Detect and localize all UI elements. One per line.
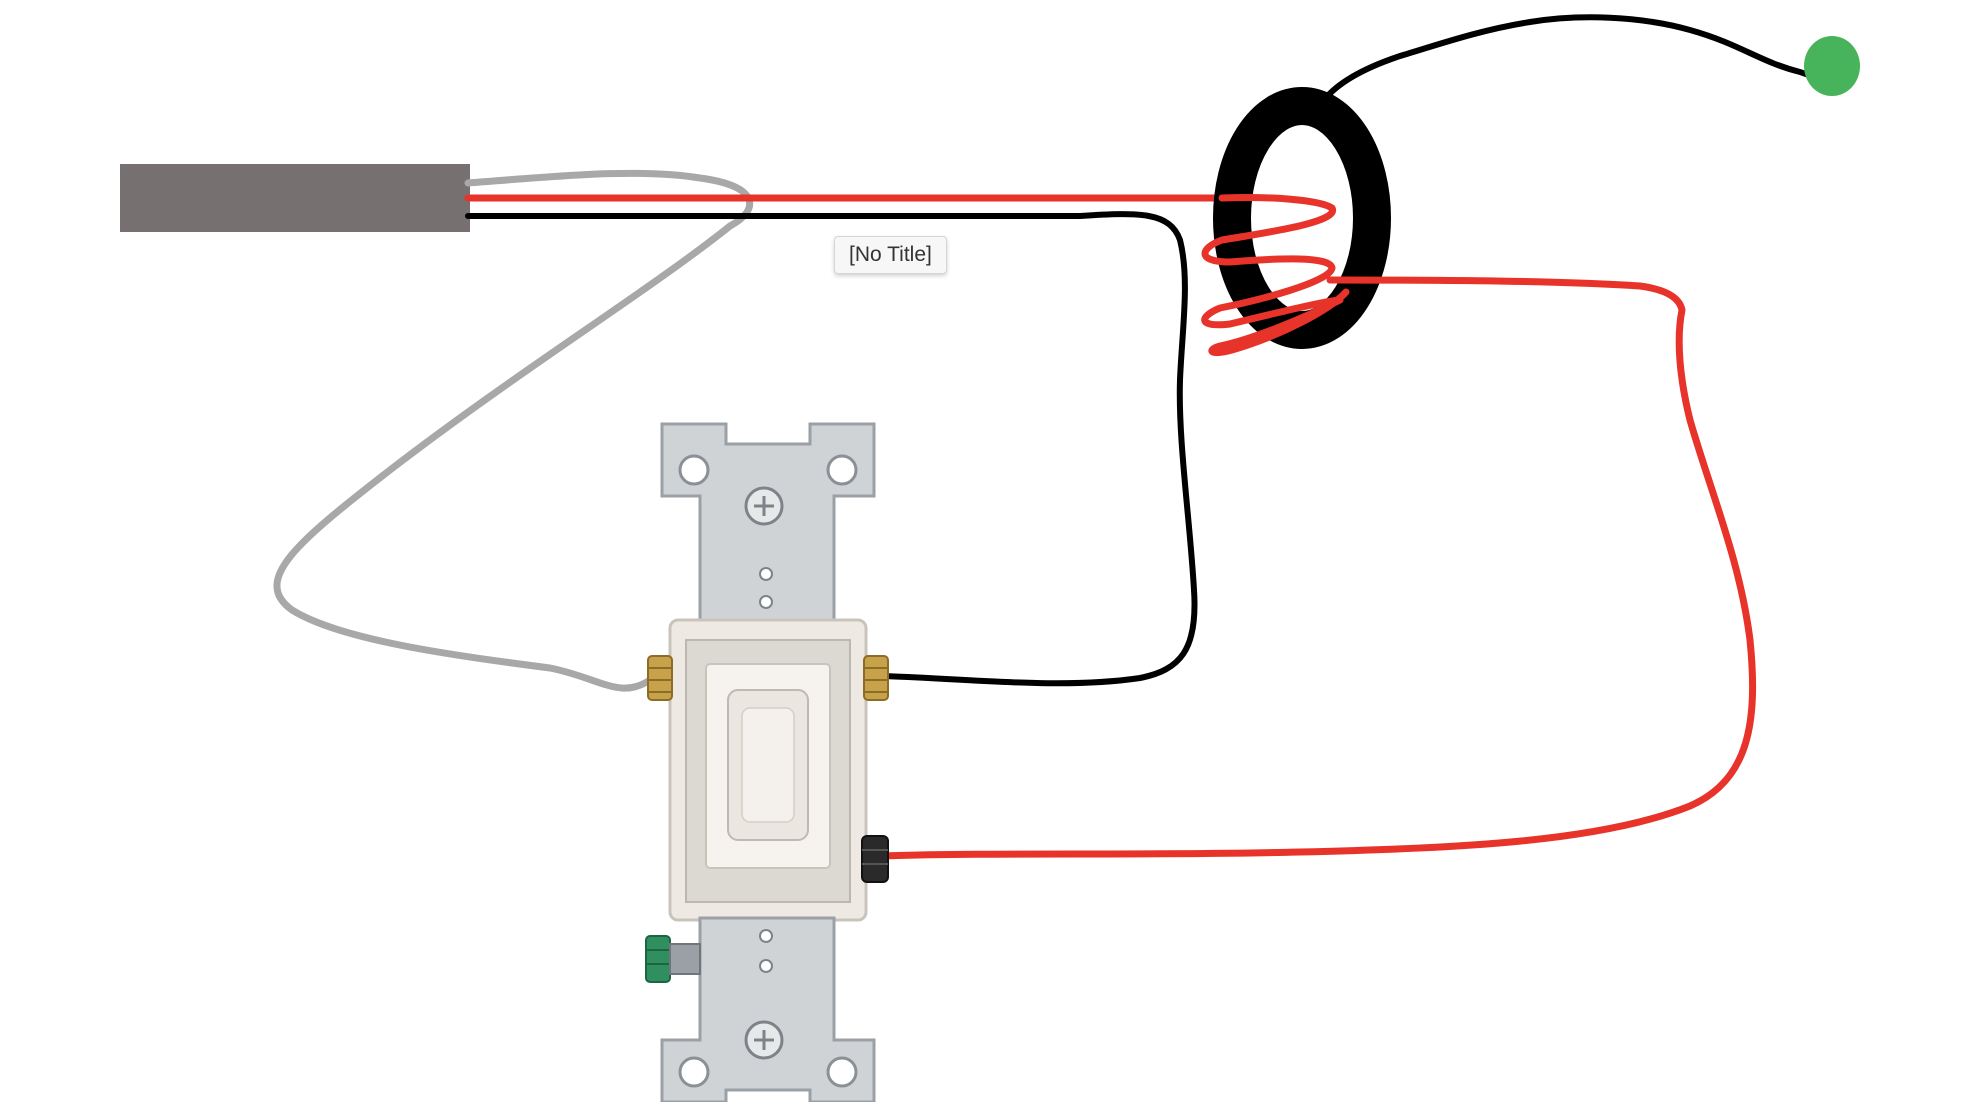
hot-wire-winding: [1201, 193, 1350, 356]
tooltip: [No Title]: [834, 236, 947, 274]
hot-wire-return: [876, 276, 1757, 860]
dark-terminal-right[interactable]: [861, 835, 889, 883]
ground-terminal-icon[interactable]: [1804, 36, 1860, 96]
light-switch-icon[interactable]: [645, 422, 889, 1102]
ground-wire: [1321, 14, 1833, 103]
switch-strap-bottom: [660, 916, 876, 1102]
power-cable-icon: [120, 164, 470, 232]
neutral-wire: [273, 169, 753, 692]
black-wire: [465, 211, 1198, 687]
green-ground-screw[interactable]: [645, 935, 701, 983]
brass-terminal-left[interactable]: [647, 655, 673, 701]
brass-terminal-right[interactable]: [863, 655, 889, 701]
current-transformer-icon: [1213, 87, 1391, 349]
